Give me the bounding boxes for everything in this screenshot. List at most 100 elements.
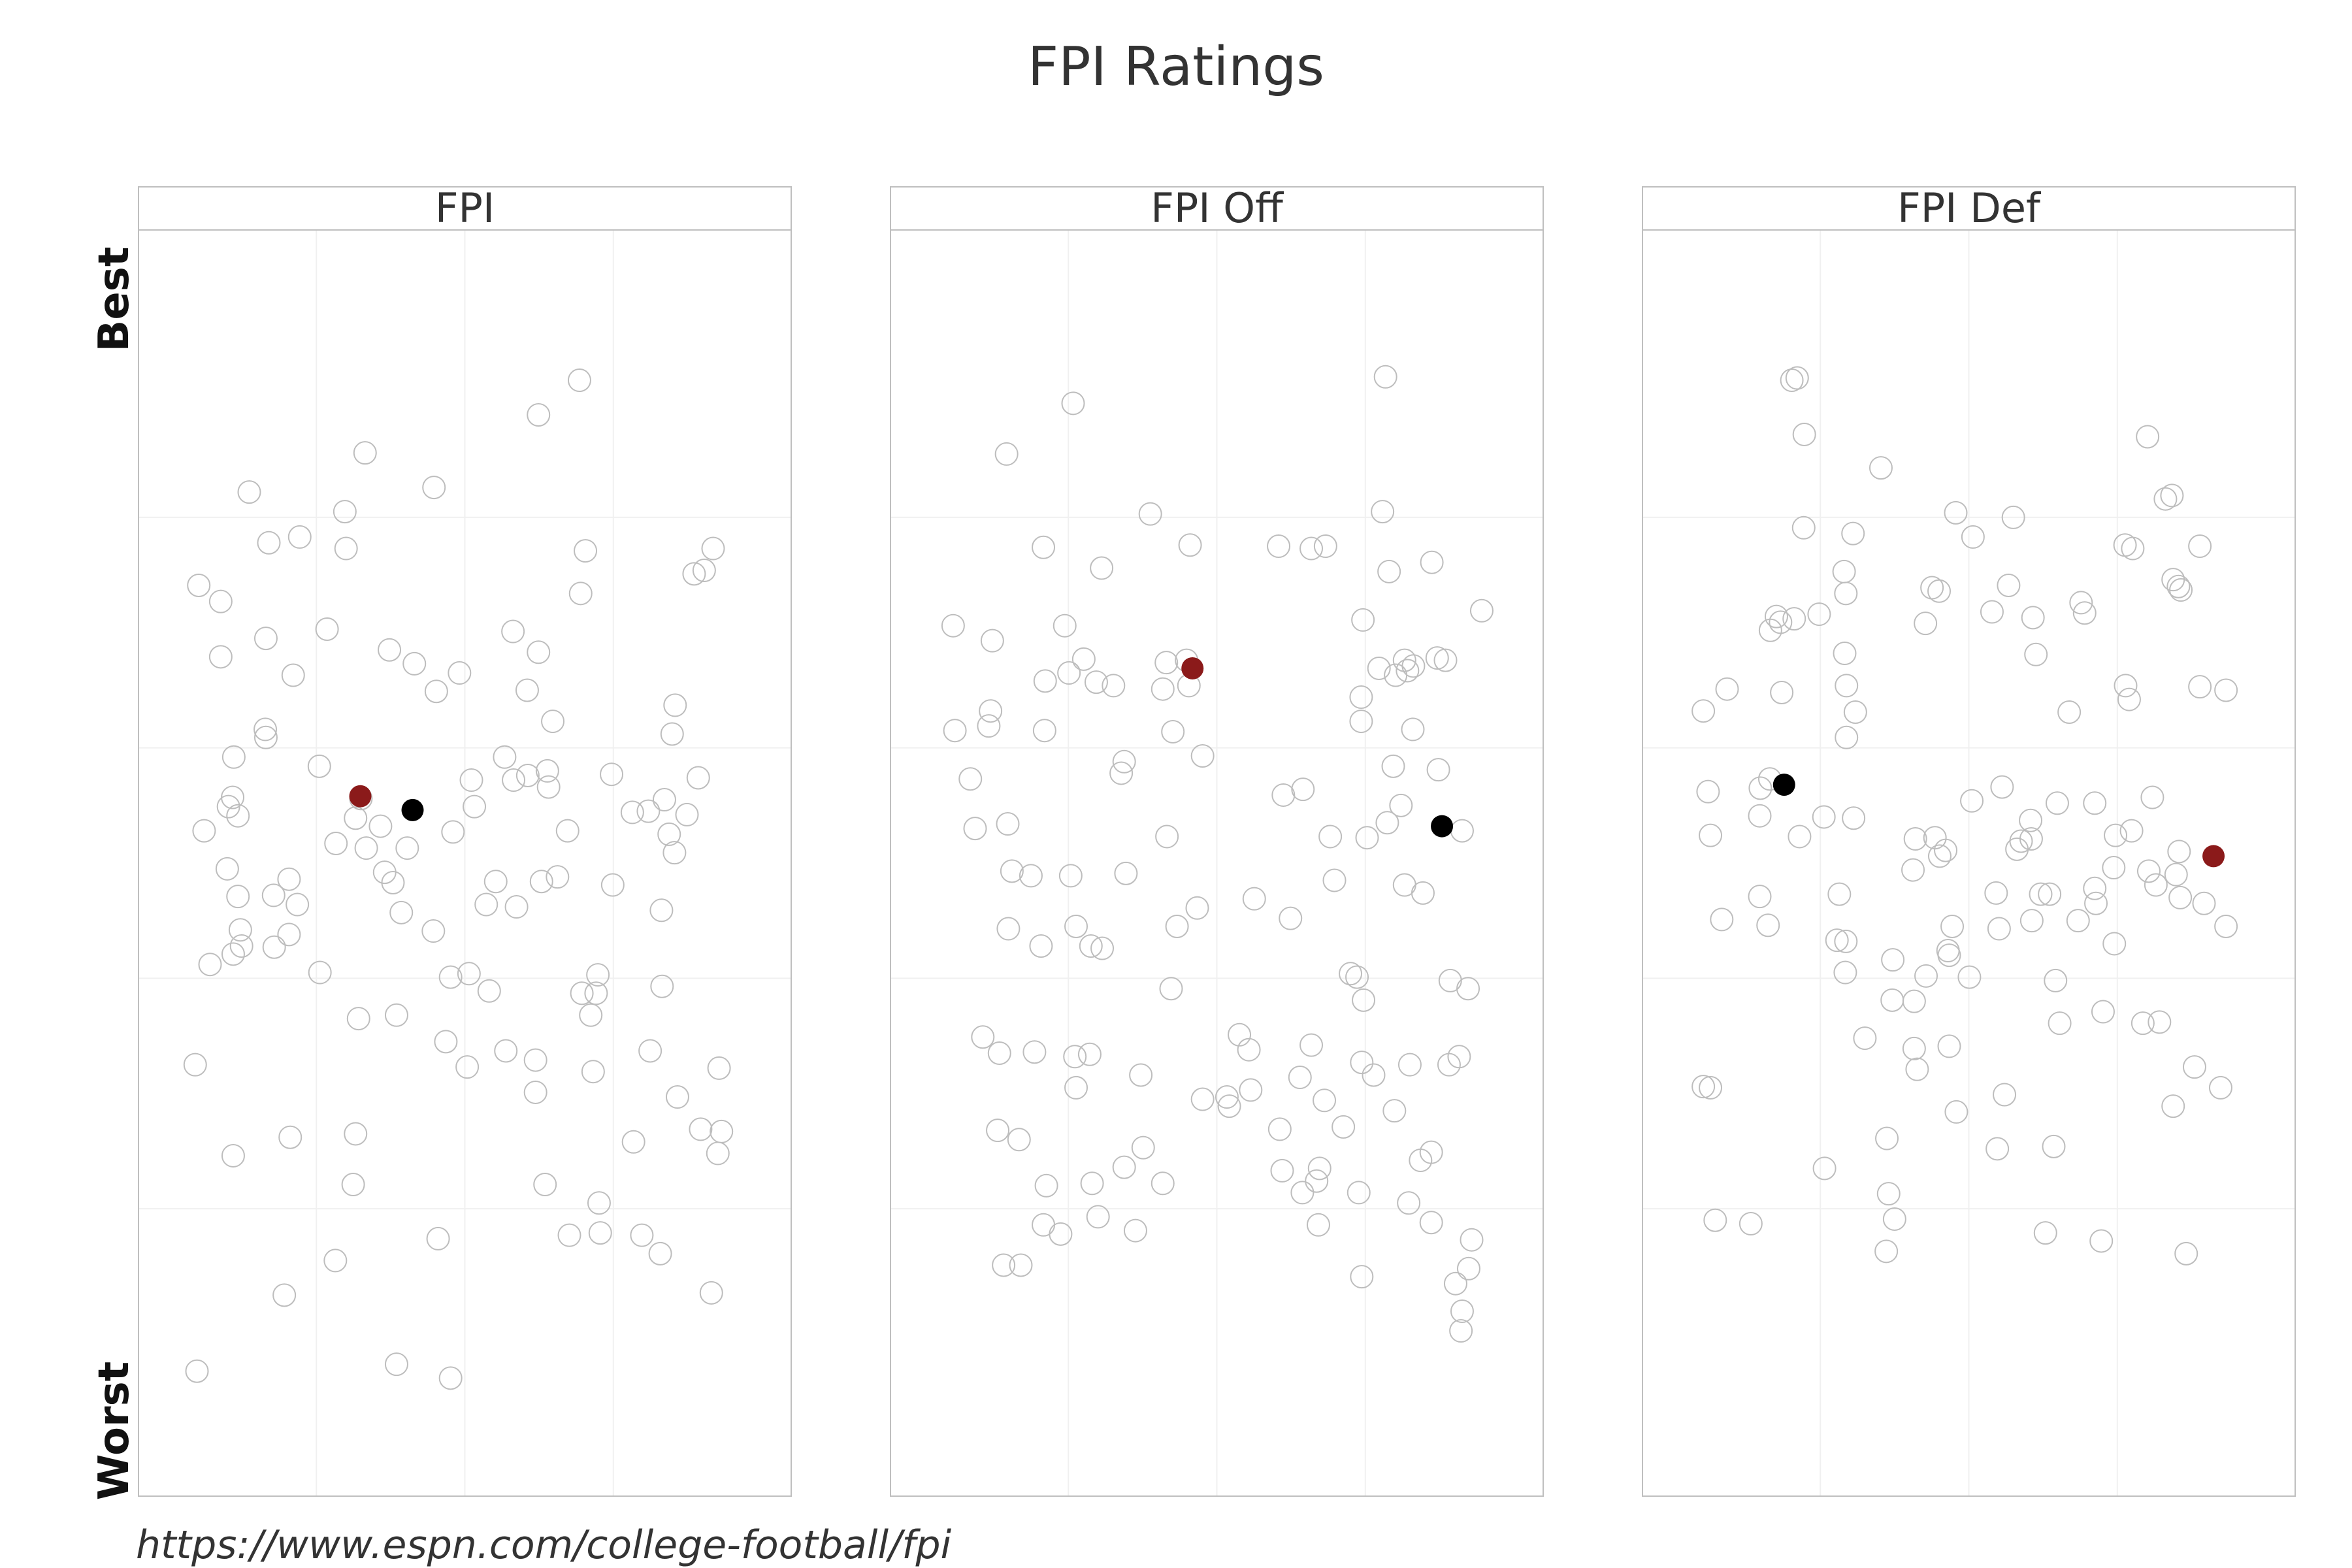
team-point <box>1271 783 1296 807</box>
team-point <box>2044 968 2068 992</box>
team-point <box>1691 699 1716 723</box>
team-point <box>1825 928 1849 953</box>
team-point <box>2188 534 2212 559</box>
team-point <box>994 442 1019 466</box>
team-point <box>638 1039 662 1063</box>
team-point <box>2144 873 2168 897</box>
team-point <box>324 832 348 856</box>
team-point <box>353 441 377 465</box>
highlight-point-black <box>401 798 424 821</box>
team-point <box>323 1249 348 1273</box>
team-point <box>1009 1253 1033 1277</box>
team-point <box>1944 500 1968 525</box>
team-point <box>457 962 481 986</box>
team-point <box>568 581 593 606</box>
team-point <box>333 500 357 524</box>
team-point <box>253 717 278 742</box>
team-point <box>660 722 684 746</box>
highlight-point-red <box>1181 657 1204 679</box>
team-point <box>208 589 233 613</box>
panel-border <box>890 229 1544 1497</box>
highlight-point-black <box>1772 774 1795 796</box>
team-point <box>523 1080 547 1104</box>
team-point <box>657 822 681 846</box>
team-point <box>1352 988 1376 1012</box>
team-point <box>1382 1099 1407 1123</box>
team-point <box>1699 1075 1723 1100</box>
team-point <box>2038 882 2062 906</box>
team-point <box>1339 962 1363 986</box>
team-point <box>183 1053 207 1077</box>
team-point <box>1770 680 1794 704</box>
team-point <box>1347 1181 1371 1205</box>
team-point <box>1313 1088 1337 1113</box>
highlight-point-red <box>2202 845 2225 868</box>
team-point <box>650 974 674 998</box>
team-point <box>1748 776 1772 800</box>
team-point <box>1396 659 1420 683</box>
y-label-best: Best <box>90 247 139 352</box>
team-point <box>1154 651 1179 675</box>
team-point <box>621 1130 645 1154</box>
team-point <box>1827 882 1852 906</box>
team-point <box>2019 909 2044 933</box>
highlight-point-black <box>1431 815 1454 838</box>
team-point <box>1984 881 2008 905</box>
team-point <box>1237 1037 1261 1062</box>
team-point <box>1927 844 1952 868</box>
team-point <box>1425 646 1449 670</box>
team-point <box>649 898 674 923</box>
team-point <box>586 963 610 987</box>
team-point <box>1112 1155 1136 1179</box>
team-point <box>287 525 312 549</box>
team-point <box>281 663 305 687</box>
team-point <box>992 1253 1016 1277</box>
team-point <box>1980 600 2004 624</box>
team-point <box>2160 483 2184 508</box>
team-point <box>1242 887 1266 911</box>
team-point <box>378 638 402 662</box>
team-point <box>1985 1137 2010 1161</box>
team-point <box>2024 642 2048 666</box>
team-point <box>1447 1045 1471 1069</box>
team-point <box>1049 1222 1073 1246</box>
team-point <box>315 617 339 641</box>
team-point <box>2042 1134 2066 1158</box>
team-point <box>2057 700 2082 724</box>
team-point <box>2168 885 2193 909</box>
team-point <box>1812 805 1836 829</box>
team-point <box>1190 1087 1215 1111</box>
team-point <box>1843 700 1867 724</box>
team-point <box>1178 533 1202 557</box>
team-point <box>1080 1171 1104 1196</box>
team-point <box>682 562 706 586</box>
team-point <box>662 841 687 865</box>
team-point <box>971 1025 995 1049</box>
team-point <box>1138 502 1162 526</box>
team-point <box>1307 1156 1331 1181</box>
panel-fpi: FPI <box>138 184 792 1497</box>
team-point <box>527 402 551 427</box>
team-point <box>1449 1319 1473 1343</box>
team-point <box>502 768 526 792</box>
team-point <box>2208 1075 2232 1100</box>
team-point <box>1961 525 1985 549</box>
team-point <box>1853 1026 1877 1051</box>
team-point <box>1842 806 1866 830</box>
team-point <box>459 768 483 792</box>
team-point <box>1835 725 1859 749</box>
team-point <box>699 1281 723 1305</box>
team-point <box>1290 1181 1315 1205</box>
team-point <box>1914 612 1938 636</box>
team-point <box>494 1039 518 1063</box>
team-point <box>570 981 594 1005</box>
team-point <box>228 918 252 942</box>
team-point <box>1161 719 1185 743</box>
team-point <box>620 800 644 825</box>
team-point <box>1696 779 1720 804</box>
y-label-worst: Worst <box>90 1362 139 1501</box>
team-point <box>253 725 278 749</box>
team-point <box>2001 505 2025 529</box>
team-point <box>278 1125 302 1149</box>
